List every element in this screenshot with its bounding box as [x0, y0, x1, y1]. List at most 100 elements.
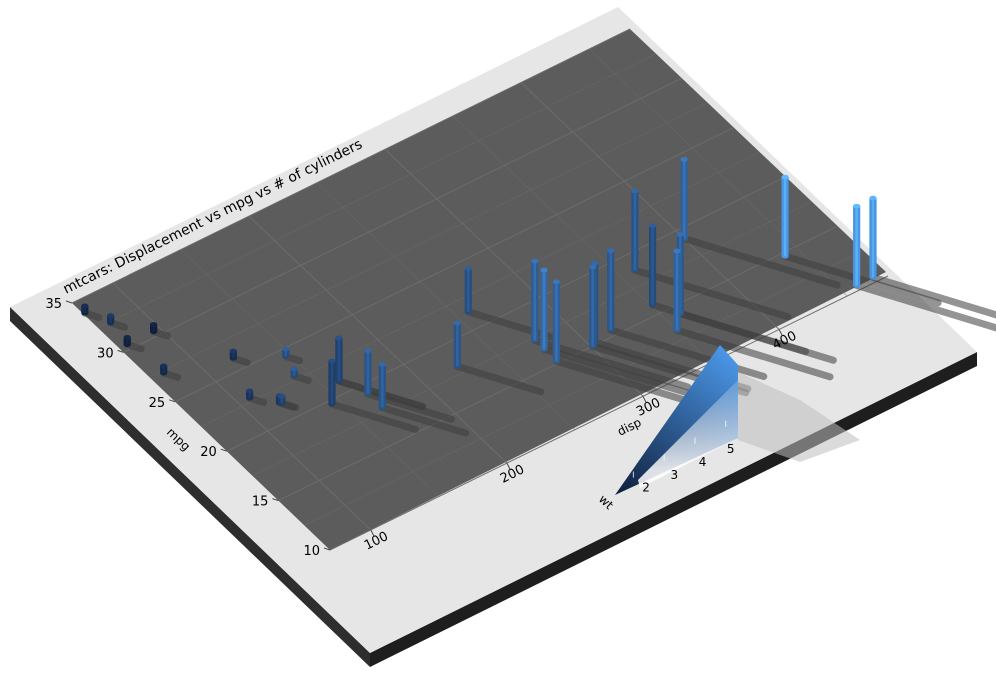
bar-cap [552, 279, 561, 285]
bar-highlight [555, 281, 558, 362]
bar-highlight [609, 250, 613, 330]
bar [589, 264, 597, 349]
bar-highlight [783, 177, 787, 257]
bar-highlight [109, 315, 112, 323]
bar-highlight [675, 251, 679, 331]
bar-cap [680, 156, 688, 162]
y-tick-mark [323, 547, 331, 551]
bar [107, 313, 115, 326]
bar-cap [531, 258, 539, 264]
bar-highlight [542, 270, 546, 350]
y-gridline [123, 77, 682, 353]
bar-cap [853, 203, 861, 209]
bar-cap [591, 260, 599, 266]
y-tick-label: 20 [200, 445, 217, 460]
bar-highlight [651, 225, 654, 305]
y-tick-mark [65, 300, 73, 304]
bar-cap [81, 303, 89, 309]
y-minor-gridline [149, 102, 708, 378]
bar-cap [631, 188, 639, 194]
legend-wedge [615, 345, 738, 495]
bar-highlight [162, 365, 165, 374]
y-tick-label: 30 [97, 346, 114, 361]
y-tick-mark [117, 349, 124, 353]
bar-highlight [232, 351, 235, 359]
bar-highlight [533, 261, 537, 341]
bar [123, 335, 131, 348]
bar-shadow [378, 404, 470, 437]
legend-shadow [738, 372, 860, 462]
bar [631, 188, 639, 273]
bar-shadow [680, 235, 841, 289]
y-gridline [174, 127, 734, 403]
y-minor-gridline [304, 251, 863, 526]
bar-cap [648, 223, 657, 229]
bar-shadow [673, 326, 834, 381]
legend-tick-label: 5 [727, 442, 735, 456]
bar [607, 248, 615, 333]
bar [531, 258, 539, 343]
bar [335, 335, 343, 384]
bar-shadow [328, 400, 419, 433]
y-minor-gridline [200, 152, 760, 427]
bar [81, 303, 89, 316]
y-tick-label: 10 [303, 544, 320, 559]
bar-highlight [591, 267, 595, 347]
bar-highlight [152, 324, 155, 332]
legend-wedge-shade [638, 380, 738, 488]
bar-shadow [540, 345, 701, 400]
bar-cap [607, 248, 615, 254]
bar [246, 388, 254, 401]
bar-shadow [607, 326, 768, 380]
bar-cap [246, 388, 254, 394]
bar-cap [453, 320, 461, 326]
legend-tick-label: 4 [699, 455, 707, 469]
bar-highlight [855, 206, 858, 286]
bar-cap [676, 232, 684, 237]
bar-highlight [83, 305, 87, 314]
bar [673, 248, 681, 333]
bar-cap [589, 264, 597, 270]
bar-cap [160, 363, 168, 369]
bar [278, 393, 286, 406]
bar [552, 279, 561, 364]
legend-ticks: 2 3 4 5 [632, 420, 735, 495]
bar-shadow [781, 252, 942, 307]
base-slab-front [10, 307, 370, 667]
bar-shadow [853, 281, 996, 332]
bar-highlight [337, 337, 341, 382]
bar-cap [364, 348, 372, 354]
bar-highlight [284, 349, 288, 357]
bar [328, 358, 336, 407]
bar-highlight [682, 159, 686, 239]
bar [282, 346, 290, 359]
bar-highlight [330, 360, 334, 405]
bar-shadow [869, 273, 996, 319]
bar [464, 266, 472, 315]
bar-shadow [676, 310, 837, 364]
y-tick-label: 25 [149, 396, 166, 411]
bar-shadow [631, 266, 792, 321]
y-tick-mark [272, 498, 279, 502]
bar-highlight [466, 268, 470, 312]
x-tick-mark [370, 529, 375, 537]
bar [160, 363, 168, 376]
x-tick-mark [506, 462, 511, 470]
bar-cap [278, 393, 286, 399]
bar-highlight [871, 198, 875, 278]
y-gridline [226, 176, 786, 452]
bar-cap [781, 174, 789, 180]
bar-cap [290, 366, 298, 372]
y-tick-mark [220, 448, 227, 452]
y-minor-gridline [97, 53, 656, 328]
y-gridline [329, 275, 889, 551]
legend-tick-label: 2 [642, 481, 650, 495]
bar-cap [540, 267, 548, 273]
bar-highlight [381, 364, 384, 408]
x-tick-mark [642, 396, 647, 403]
bar-cap [869, 195, 877, 201]
bar-cap [229, 348, 237, 354]
bar-shadow [453, 362, 545, 396]
